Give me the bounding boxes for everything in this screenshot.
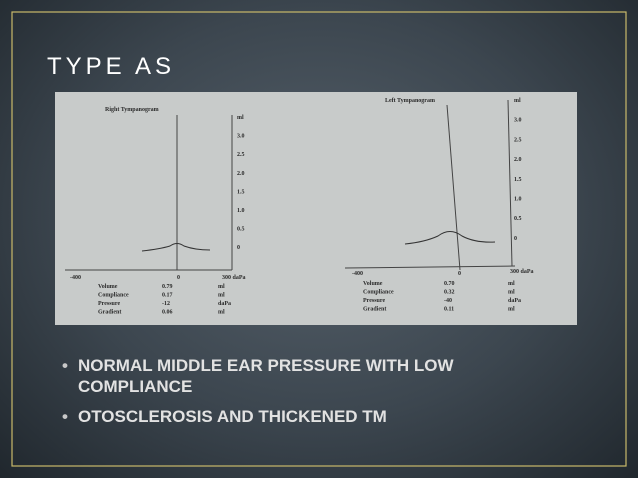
y-tick-label: 0	[514, 236, 517, 242]
table-cell: 0.06	[162, 310, 173, 316]
table-cell: -12	[162, 301, 170, 307]
y-tick-label: 0	[237, 245, 240, 251]
y-tick-label: 1.5	[237, 189, 245, 195]
table-cell: -40	[444, 298, 452, 304]
table-cell: Compliance	[363, 290, 394, 296]
bullet-list: NORMAL MIDDLE EAR PRESSURE WITH LOW COMP…	[60, 355, 540, 436]
tympanogram-curve	[141, 243, 211, 252]
y-tick-label: 2.5	[514, 137, 522, 143]
y-tick-label: 1.0	[514, 197, 522, 203]
table-cell: 0.17	[162, 293, 173, 299]
y-tick-label: 0.5	[514, 216, 522, 222]
y-tick-label: 3.0	[514, 118, 522, 124]
x-tick-label: -400	[352, 271, 363, 277]
table-cell: Pressure	[98, 301, 120, 307]
table-cell: Volume	[98, 284, 118, 290]
slide-title: TYPE AS	[47, 53, 175, 80]
y-tick-label: ml	[514, 98, 521, 104]
tympanogram-title: Left Tympanogram	[385, 98, 435, 104]
x-tick-label: 300 daPa	[222, 275, 246, 281]
table-cell: Pressure	[363, 298, 385, 304]
y-tick-label: 2.0	[237, 171, 245, 177]
x-tick-label: 0	[177, 275, 180, 281]
figure-photo	[55, 92, 577, 325]
table-cell: ml	[508, 307, 515, 313]
table-cell: 0.32	[444, 290, 455, 296]
tympanogram-curve	[404, 231, 496, 245]
x-axis	[344, 265, 516, 269]
table-cell: ml	[218, 284, 225, 290]
table-cell: ml	[218, 293, 225, 299]
y-tick-label: 0.5	[237, 227, 245, 233]
table-cell: Volume	[363, 281, 383, 287]
figure: Right Tympanogram ml 3.0 2.5 2.0 1.5 1.0 0.5 0 -4…	[65, 98, 534, 316]
peak-line	[446, 104, 461, 271]
x-tick-label: 0	[458, 271, 461, 277]
table-cell: daPa	[508, 298, 521, 304]
tympanogram-title: Right Tympanogram	[105, 107, 159, 113]
y-axis	[507, 99, 513, 267]
y-tick-label: 2.5	[237, 152, 245, 158]
y-tick-label: 1.5	[514, 177, 522, 183]
table-cell: daPa	[218, 301, 231, 307]
bullet: OTOSCLEROSIS AND THICKENED TM	[60, 406, 540, 427]
slide-border	[11, 11, 627, 467]
bullet: NORMAL MIDDLE EAR PRESSURE WITH LOW COMP…	[60, 355, 540, 397]
table-cell: ml	[508, 290, 515, 296]
table-cell: ml	[508, 281, 515, 287]
x-tick-label: -400	[70, 275, 81, 281]
y-tick-label: 2.0	[514, 157, 522, 163]
y-tick-label: 1.0	[237, 208, 245, 214]
y-tick-label: ml	[237, 115, 244, 121]
table-cell: ml	[218, 310, 225, 316]
table-cell: Compliance	[98, 293, 129, 299]
table-cell: 0.70	[444, 281, 455, 287]
table-cell: Gradient	[98, 310, 121, 316]
table-cell: 0.11	[444, 307, 454, 313]
table-cell: 0.79	[162, 284, 173, 290]
x-tick-label: 300 daPa	[510, 269, 534, 275]
table-cell: Gradient	[363, 307, 386, 313]
y-tick-label: 3.0	[237, 134, 245, 140]
